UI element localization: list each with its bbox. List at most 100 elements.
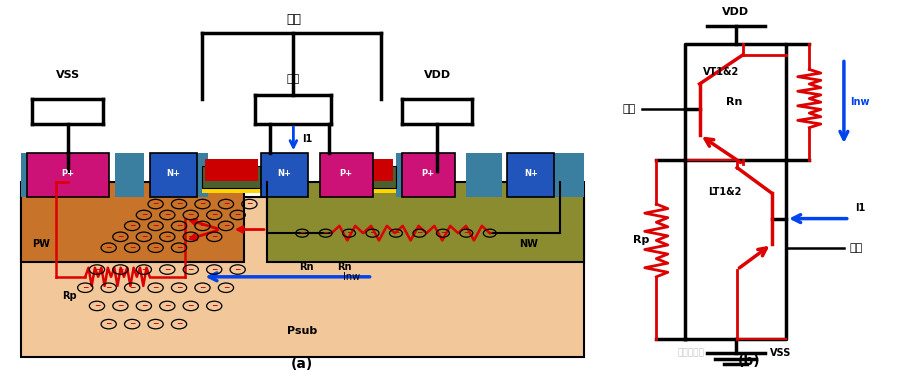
Text: −: − xyxy=(322,228,329,237)
Text: 输出: 输出 xyxy=(850,243,863,253)
Text: −: − xyxy=(188,265,194,274)
Bar xyxy=(185,153,208,197)
Text: Psub: Psub xyxy=(287,326,318,337)
Text: −: − xyxy=(152,243,159,252)
Bar xyxy=(203,166,262,188)
Text: −: − xyxy=(141,301,147,310)
Bar xyxy=(396,153,426,197)
Text: −: − xyxy=(299,228,306,237)
Text: −: − xyxy=(94,265,100,274)
Bar xyxy=(203,188,262,193)
Text: −: − xyxy=(211,265,217,274)
Text: 输出: 输出 xyxy=(287,74,300,84)
Text: N+: N+ xyxy=(278,169,291,178)
Text: Rn: Rn xyxy=(337,262,352,272)
Text: P+: P+ xyxy=(339,169,353,178)
Bar xyxy=(402,153,455,197)
Text: −: − xyxy=(94,301,100,310)
Text: −: − xyxy=(211,210,217,219)
Text: −: − xyxy=(129,221,135,230)
Text: −: − xyxy=(211,232,217,241)
Text: −: − xyxy=(223,221,229,230)
Text: −: − xyxy=(141,210,147,219)
Bar xyxy=(343,166,396,188)
Text: VDD: VDD xyxy=(723,7,750,17)
Text: Inw: Inw xyxy=(343,272,360,282)
Text: I1: I1 xyxy=(855,203,866,213)
Bar xyxy=(320,153,373,197)
Text: −: − xyxy=(199,199,206,208)
Text: P+: P+ xyxy=(421,169,435,178)
Bar xyxy=(115,153,144,197)
Bar xyxy=(267,182,584,262)
Text: −: − xyxy=(164,265,170,274)
Text: −: − xyxy=(152,221,159,230)
Text: −: − xyxy=(152,283,159,292)
Text: −: − xyxy=(223,199,229,208)
Text: −: − xyxy=(392,228,400,237)
Text: Inw: Inw xyxy=(850,97,870,107)
Text: −: − xyxy=(463,228,470,237)
Text: −: − xyxy=(176,283,182,292)
Text: −: − xyxy=(141,265,147,274)
Text: −: − xyxy=(188,210,194,219)
Text: 创芜大讲堂: 创芜大讲堂 xyxy=(677,348,704,357)
Text: −: − xyxy=(235,265,241,274)
Text: −: − xyxy=(117,265,124,274)
Bar xyxy=(537,153,584,197)
Text: −: − xyxy=(129,319,135,328)
Text: −: − xyxy=(106,283,112,292)
Text: −: − xyxy=(129,243,135,252)
Bar xyxy=(262,153,308,197)
Text: LT1&2: LT1&2 xyxy=(708,187,741,197)
Text: −: − xyxy=(176,243,182,252)
Text: P+: P+ xyxy=(61,169,74,178)
Text: −: − xyxy=(199,283,206,292)
Bar xyxy=(320,153,349,197)
Text: −: − xyxy=(486,228,493,237)
Text: −: − xyxy=(141,232,147,241)
Text: VT1&2: VT1&2 xyxy=(703,67,739,77)
Text: VSS: VSS xyxy=(56,70,79,80)
Text: −: − xyxy=(117,232,124,241)
Text: −: − xyxy=(82,283,88,292)
Text: VSS: VSS xyxy=(770,348,792,358)
Text: N+: N+ xyxy=(524,169,538,178)
Text: −: − xyxy=(176,221,182,230)
Text: PW: PW xyxy=(32,239,51,249)
Text: −: − xyxy=(369,228,376,237)
Bar xyxy=(466,153,502,197)
Text: −: − xyxy=(106,243,112,252)
Text: −: − xyxy=(199,221,206,230)
Text: N+: N+ xyxy=(166,169,180,178)
Text: −: − xyxy=(106,319,112,328)
Bar xyxy=(21,182,244,262)
Bar xyxy=(507,153,554,197)
Text: 输入: 输入 xyxy=(286,13,301,26)
Bar xyxy=(27,153,109,197)
Text: −: − xyxy=(188,232,194,241)
Text: Rp: Rp xyxy=(633,235,649,246)
Text: (a): (a) xyxy=(291,357,313,371)
Text: −: − xyxy=(164,301,170,310)
Text: VDD: VDD xyxy=(423,70,451,80)
Text: −: − xyxy=(152,199,159,208)
Text: −: − xyxy=(223,283,229,292)
Text: −: − xyxy=(345,228,353,237)
Text: −: − xyxy=(164,210,170,219)
Text: Rn: Rn xyxy=(299,262,314,272)
Bar xyxy=(343,188,396,193)
Text: −: − xyxy=(176,199,182,208)
Bar xyxy=(346,159,393,181)
Text: Rn: Rn xyxy=(726,97,742,107)
Text: −: − xyxy=(129,283,135,292)
Text: (b): (b) xyxy=(737,354,760,368)
Bar xyxy=(21,153,68,197)
Text: I1: I1 xyxy=(302,133,312,144)
Bar xyxy=(150,153,197,197)
Text: −: − xyxy=(439,228,446,237)
Text: −: − xyxy=(117,301,124,310)
Text: −: − xyxy=(164,232,170,241)
Bar xyxy=(206,159,258,181)
Bar xyxy=(267,153,290,197)
